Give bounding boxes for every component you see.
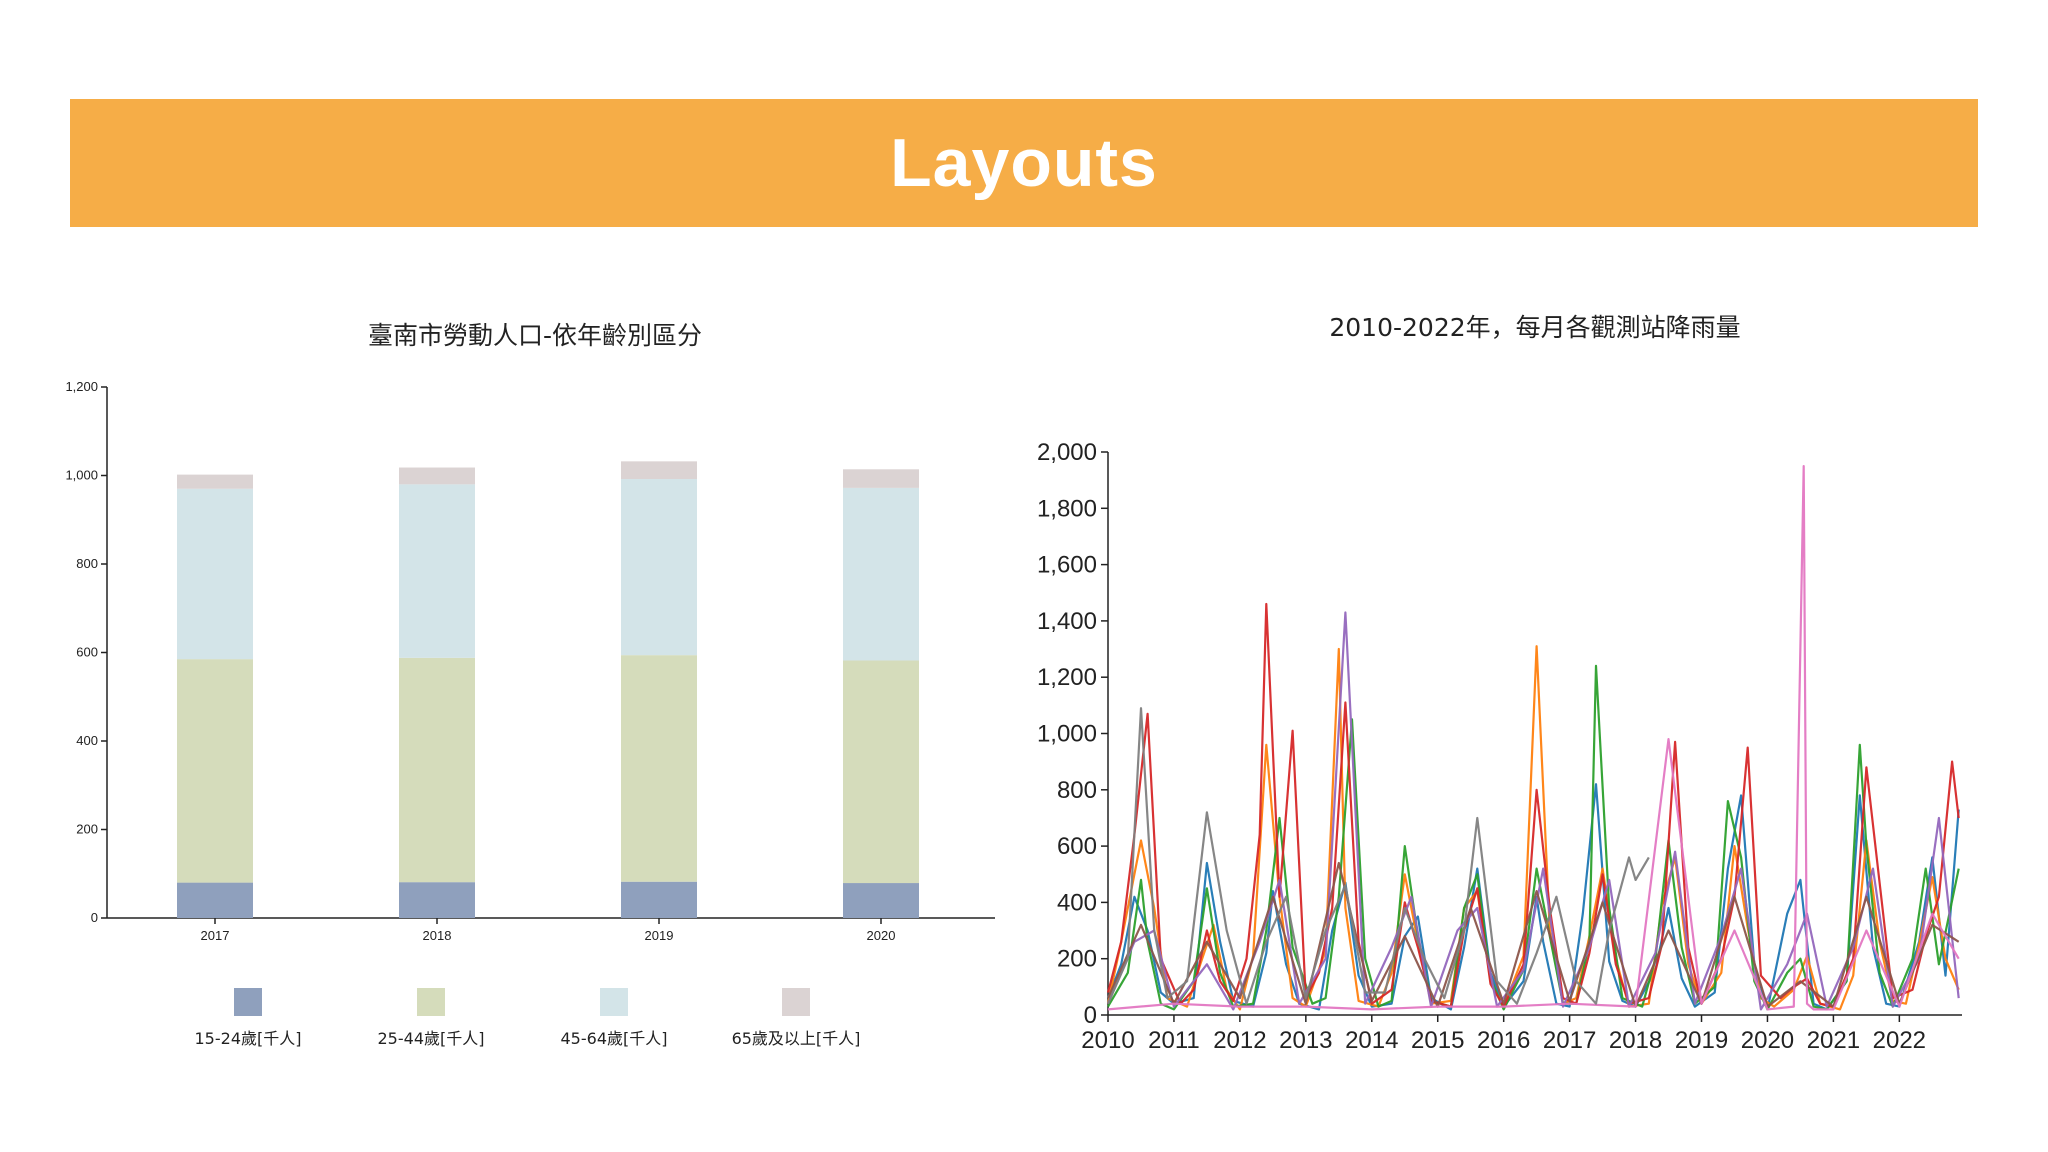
bar-segment bbox=[843, 469, 919, 488]
series-line bbox=[1106, 861, 1960, 1008]
series-line bbox=[1106, 611, 1960, 1011]
legend-swatch bbox=[782, 988, 810, 1016]
bar-segment bbox=[843, 660, 919, 884]
bar-segment bbox=[843, 883, 919, 918]
bar-segment bbox=[621, 881, 697, 918]
x-tick-label: 2013 bbox=[1279, 1027, 1332, 1054]
series-line bbox=[1106, 602, 1960, 1008]
y-tick-label: 600 bbox=[76, 645, 98, 660]
x-tick-label: 2019 bbox=[1675, 1027, 1728, 1054]
y-tick-label: 1,600 bbox=[1037, 552, 1097, 579]
x-tick-label: 2014 bbox=[1345, 1027, 1398, 1054]
y-tick-label: 1,800 bbox=[1037, 495, 1097, 522]
title-banner: Layouts bbox=[70, 99, 1978, 227]
legend-swatch bbox=[417, 988, 445, 1016]
x-tick-label: 2021 bbox=[1807, 1027, 1860, 1054]
x-tick-label: 2010 bbox=[1081, 1027, 1134, 1054]
stacked-bar-chart: 0 200 400 600 800 1,000 1,200 2017 2018 2019 2020 1… bbox=[65, 379, 995, 1048]
legend-swatch bbox=[234, 988, 262, 1016]
bar-segment bbox=[177, 488, 253, 660]
legend-label: 15-24歲[千人] bbox=[195, 1029, 302, 1048]
x-tick-label: 2020 bbox=[867, 928, 896, 943]
series-line bbox=[1107, 664, 1960, 1011]
bar-segment bbox=[399, 467, 475, 485]
bar-segment bbox=[177, 882, 253, 918]
y-tick-label: 0 bbox=[91, 910, 98, 925]
bar-segment bbox=[399, 484, 475, 658]
x-tick-label: 2020 bbox=[1741, 1027, 1794, 1054]
y-tick-label: 1,200 bbox=[65, 379, 98, 394]
y-tick-label: 1,000 bbox=[1037, 721, 1097, 748]
rainfall-line-chart: 0 200 400 600 800 1,000 1,200 1,400 1,600 1,800 2,… bbox=[1037, 439, 1962, 1054]
y-tick-label: 2,000 bbox=[1037, 439, 1097, 466]
legend-label: 25-44歲[千人] bbox=[378, 1029, 485, 1048]
x-tick-label: 2012 bbox=[1213, 1027, 1266, 1054]
x-tick-label: 2018 bbox=[423, 928, 452, 943]
bar-segment bbox=[621, 479, 697, 656]
bar-segment bbox=[399, 882, 475, 918]
series-line bbox=[1106, 707, 1650, 1005]
series-line bbox=[1107, 465, 1960, 1011]
x-tick-label: 2022 bbox=[1873, 1027, 1926, 1054]
bar-segment bbox=[621, 655, 697, 882]
y-tick-label: 800 bbox=[76, 556, 98, 571]
y-tick-label: 1,000 bbox=[65, 468, 98, 483]
bar-segment bbox=[399, 657, 475, 883]
x-tick-label: 2015 bbox=[1411, 1027, 1464, 1054]
bar-segment bbox=[177, 659, 253, 883]
y-tick-label: 1,200 bbox=[1037, 664, 1097, 691]
legend-label: 65歲及以上[千人] bbox=[732, 1029, 861, 1048]
bar-segment bbox=[843, 487, 919, 661]
y-tick-label: 1,400 bbox=[1037, 608, 1097, 635]
x-tick-label: 2018 bbox=[1609, 1027, 1662, 1054]
stacked-bar-chart-title: 臺南市勞動人口-依年齡別區分 bbox=[367, 321, 703, 350]
x-tick-label: 2016 bbox=[1477, 1027, 1530, 1054]
y-tick-label: 800 bbox=[1057, 777, 1097, 804]
bar-segment bbox=[621, 461, 697, 480]
bar-segment bbox=[177, 474, 253, 489]
slide-title: Layouts bbox=[890, 125, 1158, 201]
legend-label: 45-64歲[千人] bbox=[561, 1029, 668, 1048]
x-tick-label: 2019 bbox=[645, 928, 674, 943]
x-tick-label: 2017 bbox=[1543, 1027, 1596, 1054]
y-tick-label: 200 bbox=[1057, 946, 1097, 973]
x-tick-label: 2017 bbox=[201, 928, 230, 943]
rainfall-line-chart-title: 2010-2022年，每月各觀測站降雨量 bbox=[1329, 313, 1741, 342]
y-tick-label: 400 bbox=[1057, 889, 1097, 916]
y-tick-label: 200 bbox=[76, 822, 98, 837]
y-tick-label: 0 bbox=[1084, 1002, 1097, 1029]
x-tick-label: 2011 bbox=[1148, 1027, 1200, 1054]
y-tick-label: 600 bbox=[1057, 833, 1097, 860]
y-tick-label: 400 bbox=[76, 733, 98, 748]
legend-swatch bbox=[600, 988, 628, 1016]
